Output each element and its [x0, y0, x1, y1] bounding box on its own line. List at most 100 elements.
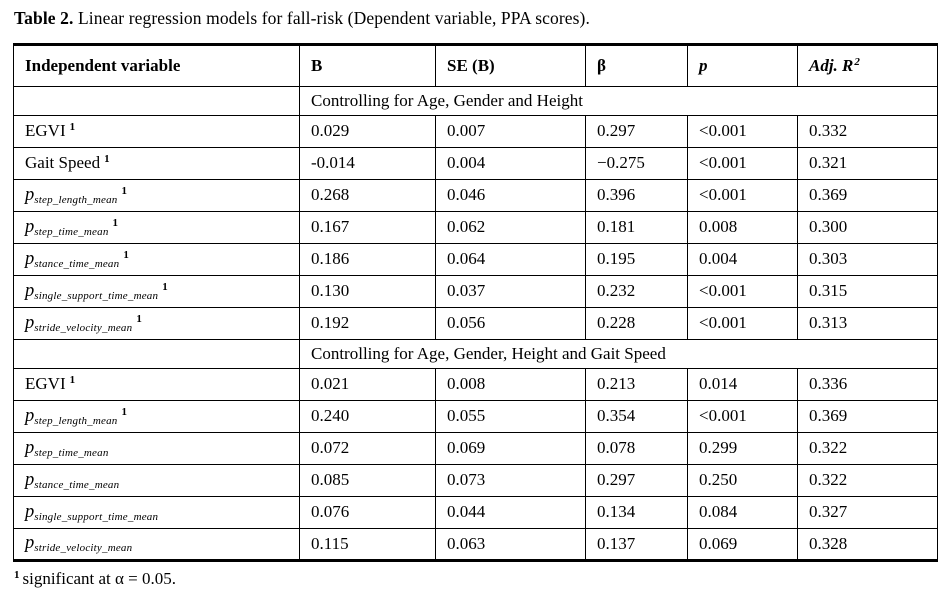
significance-marker: 1	[121, 184, 128, 197]
value-cell: 0.228	[585, 306, 688, 340]
value-cell: <0.001	[687, 399, 798, 433]
footnote-marker: 1	[14, 568, 20, 581]
row-label-subscript: stance_time_mean	[34, 257, 120, 270]
footnote: 1 significant at α = 0.05.	[14, 569, 937, 589]
table-row: Gait Speed 1 -0.014 0.004 −0.275 <0.001 0.321	[13, 146, 938, 180]
value-cell: 0.063	[435, 527, 586, 561]
value-cell: 0.336	[797, 367, 938, 401]
row-label-cell: psingle_support_time_mean1	[13, 274, 300, 308]
value-cell: 0.369	[797, 399, 938, 433]
value-cell: 0.029	[299, 114, 436, 148]
significance-marker: 1	[104, 153, 110, 166]
header-cell-label: Independent variable	[25, 55, 181, 75]
value-cell: 0.240	[299, 399, 436, 433]
value-cell: 0.303	[797, 242, 938, 276]
value-cell: 0.396	[585, 178, 688, 212]
row-label-subscript: stance_time_mean	[34, 478, 120, 491]
value-cell: 0.062	[435, 210, 586, 244]
value-cell: 0.328	[797, 527, 938, 561]
value-cell: 0.297	[585, 114, 688, 148]
header-cell-label: p	[699, 55, 708, 75]
table-caption-text: Linear regression models for fall-risk (…	[77, 8, 590, 28]
value-cell: 0.186	[299, 242, 436, 276]
value-cell: 0.069	[687, 527, 798, 561]
row-label-cell: EGVI 1	[13, 114, 300, 148]
value-cell: 0.321	[797, 146, 938, 180]
significance-marker: 1	[162, 280, 168, 293]
section-row-0: Controlling for Age, Gender and Height	[13, 85, 938, 116]
value-cell: 0.007	[435, 114, 586, 148]
table-caption-label: Table 2.	[14, 8, 74, 28]
row-label-cell: pstride_velocity_mean1	[13, 306, 300, 340]
table-row: pstride_velocity_mean 0.115 0.063 0.137 0.06…	[13, 527, 938, 561]
footnote-text: significant at α = 0.05.	[22, 568, 177, 588]
row-label-cell: pstep_time_mean1	[13, 210, 300, 244]
table-row: pstance_time_mean 0.085 0.073 0.297 0.250 0.3…	[13, 463, 938, 497]
significance-marker: 1	[136, 312, 142, 325]
header-cell-label: β	[597, 55, 606, 75]
value-cell: 0.297	[585, 463, 688, 497]
value-cell: 0.085	[299, 463, 436, 497]
table-row: pstep_time_mean1 0.167 0.062 0.181 0.008 0.30…	[13, 210, 938, 244]
significance-marker: 1	[69, 374, 76, 387]
row-label: EGVI	[25, 374, 66, 394]
value-cell: 0.044	[435, 495, 586, 529]
row-label-cell: EGVI 1	[13, 367, 300, 401]
header-cell-4: p	[687, 43, 798, 87]
value-cell: <0.001	[687, 274, 798, 308]
value-cell: 0.232	[585, 274, 688, 308]
row-label-cell: psingle_support_time_mean	[13, 495, 300, 529]
row-label: EGVI	[25, 121, 66, 141]
value-cell: 0.322	[797, 431, 938, 465]
value-cell: 0.115	[299, 527, 436, 561]
row-label: p	[25, 469, 35, 490]
value-cell: 0.322	[797, 463, 938, 497]
row-label-subscript: single_support_time_mean	[34, 289, 159, 302]
value-cell: 0.004	[435, 146, 586, 180]
row-label-subscript: step_length_mean	[34, 193, 118, 206]
value-cell: 0.137	[585, 527, 688, 561]
row-label-cell: pstance_time_mean1	[13, 242, 300, 276]
value-cell: 0.181	[585, 210, 688, 244]
value-cell: 0.332	[797, 114, 938, 148]
table-header: Independent variable B SE (B) β p Adj. R2	[13, 43, 938, 87]
significance-marker: 1	[121, 405, 128, 418]
regression-table: Independent variable B SE (B) β p Adj. R2 Con…	[13, 42, 938, 562]
row-label: p	[25, 405, 35, 426]
significance-marker: 1	[69, 121, 76, 134]
header-cell-2: SE (B)	[435, 43, 586, 87]
row-label: p	[25, 280, 35, 301]
value-cell: <0.001	[687, 178, 798, 212]
value-cell: 0.134	[585, 495, 688, 529]
value-cell: 0.369	[797, 178, 938, 212]
value-cell: 0.313	[797, 306, 938, 340]
header-cell-label: SE (B)	[447, 55, 495, 75]
row-label-subscript: step_length_mean	[34, 414, 118, 427]
value-cell: 0.073	[435, 463, 586, 497]
table-row: pstance_time_mean1 0.186 0.064 0.195 0.004 0.…	[13, 242, 938, 276]
table-row: EGVI 1 0.029 0.007 0.297 <0.001 0.332	[13, 114, 938, 148]
value-cell: 0.064	[435, 242, 586, 276]
header-superscript: 2	[854, 55, 860, 68]
value-cell: 0.268	[299, 178, 436, 212]
row-label-cell: pstep_length_mean1	[13, 178, 300, 212]
table-row: psingle_support_time_mean1 0.130 0.037 0.23…	[13, 274, 938, 308]
row-label: Gait Speed	[25, 153, 101, 173]
row-label-subscript: stride_velocity_mean	[34, 542, 133, 555]
row-label: p	[25, 248, 35, 269]
value-cell: 0.167	[299, 210, 436, 244]
header-cell-1: B	[299, 43, 436, 87]
table-caption: Table 2. Linear regression models for fa…	[14, 8, 937, 30]
row-label: p	[25, 437, 35, 458]
table-row: pstep_length_mean1 0.240 0.055 0.354 <0.001 0…	[13, 399, 938, 433]
value-cell: 0.084	[687, 495, 798, 529]
row-label: p	[25, 533, 35, 554]
section-spacer-cell	[13, 85, 300, 116]
value-cell: 0.195	[585, 242, 688, 276]
section-spacer-cell	[13, 338, 300, 369]
value-cell: 0.055	[435, 399, 586, 433]
table-row: pstride_velocity_mean1 0.192 0.056 0.228 <0.…	[13, 306, 938, 340]
table-row: pstep_time_mean 0.072 0.069 0.078 0.299 0.322	[13, 431, 938, 465]
value-cell: 0.008	[687, 210, 798, 244]
value-cell: 0.069	[435, 431, 586, 465]
